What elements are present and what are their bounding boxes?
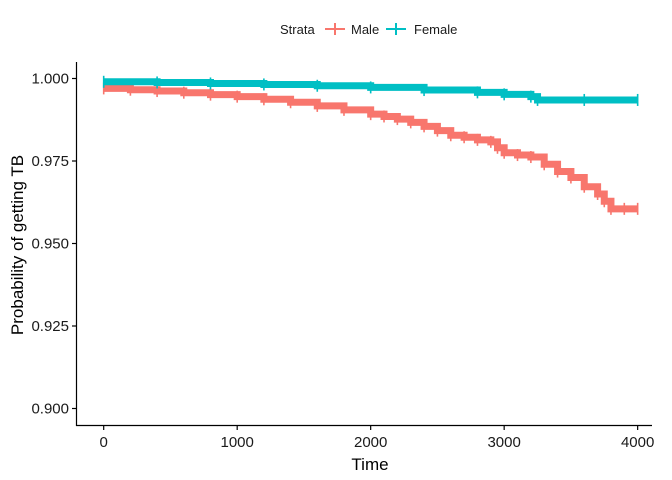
series-layer	[102, 75, 639, 215]
x-tick-label: 1000	[220, 434, 253, 451]
x-tick-label: 2000	[354, 434, 387, 451]
y-tick-label: 0.950	[31, 236, 69, 253]
legend-label-female: Female	[414, 22, 457, 37]
censor-marks-female	[102, 75, 639, 106]
x-tick-label: 0	[100, 434, 108, 451]
censor-marks-male	[102, 82, 639, 215]
y-axis-title: Probability of getting TB	[8, 155, 27, 335]
series-line-male	[103, 84, 638, 213]
legend-label-male: Male	[351, 22, 379, 37]
x-tick-label: 3000	[487, 434, 520, 451]
legend: Strata Male Female	[280, 22, 457, 37]
y-axis-ticks: 0.900 0.925 0.950 0.975 1.000	[31, 71, 77, 418]
y-tick-label: 0.975	[31, 153, 69, 170]
x-axis-title: Time	[351, 455, 388, 474]
x-axis-ticks: 0 1000 2000 3000 4000	[100, 425, 654, 451]
y-tick-label: 0.900	[31, 401, 69, 418]
y-tick-label: 0.925	[31, 318, 69, 335]
y-tick-label: 1.000	[31, 71, 69, 88]
legend-title: Strata	[280, 22, 315, 37]
x-tick-label: 4000	[621, 434, 654, 451]
